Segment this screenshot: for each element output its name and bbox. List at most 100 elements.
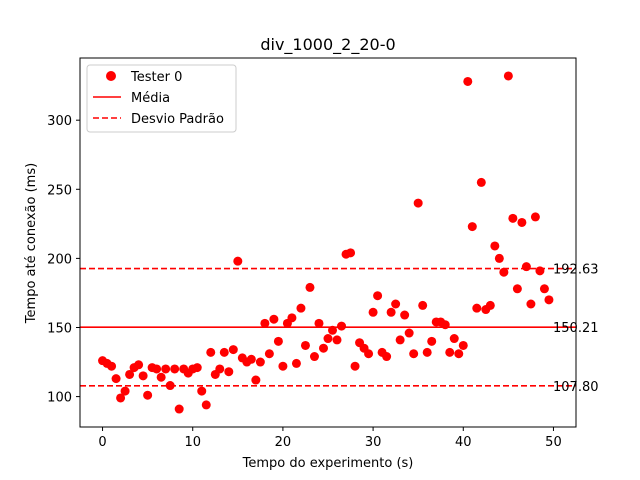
legend: Tester 0 Média Desvio Padrão [87,65,236,132]
data-point [256,358,265,367]
x-tick-label: 50 [545,435,562,450]
data-point [247,355,256,364]
data-point [387,308,396,317]
data-point [333,335,342,344]
data-point [468,222,477,231]
data-point [175,405,184,414]
data-point [337,322,346,331]
data-point [427,337,436,346]
data-point [369,308,378,317]
y-tick-label: 100 [47,391,72,406]
data-point [157,373,166,382]
data-point [486,301,495,310]
data-point [409,349,418,358]
data-point [490,241,499,250]
data-point [382,352,391,361]
data-point [260,319,269,328]
data-point [499,268,508,277]
data-point [143,391,152,400]
data-point [328,326,337,335]
data-point [405,329,414,338]
data-point [202,400,211,409]
chart-title: div_1000_2_20-0 [260,35,395,55]
data-point [391,300,400,309]
data-point [278,362,287,371]
data-point [364,349,373,358]
x-tick-label: 0 [98,435,106,450]
y-tick-label: 250 [47,183,72,198]
data-point [274,337,283,346]
x-tick-label: 40 [455,435,472,450]
data-point [319,344,328,353]
data-point [296,304,305,313]
data-point [544,295,553,304]
legend-label-mean: Média [131,91,170,106]
data-point [517,218,526,227]
data-point [229,345,238,354]
data-point [441,320,450,329]
data-point [107,362,116,371]
data-point [346,248,355,257]
x-tick-label: 10 [184,435,201,450]
data-point [233,257,242,266]
x-tick-label: 30 [365,435,382,450]
data-point [265,349,274,358]
data-point [472,304,481,313]
data-point [463,77,472,86]
data-point [540,284,549,293]
data-point [139,371,148,380]
data-point [301,341,310,350]
data-point [170,364,179,373]
data-point [400,311,409,320]
data-point [477,178,486,187]
data-point [224,367,233,376]
data-point [508,214,517,223]
data-point [197,387,206,396]
data-point [504,71,513,80]
data-point [206,348,215,357]
data-point [215,364,224,373]
data-point [522,262,531,271]
data-point [531,212,540,221]
data-point [513,284,522,293]
data-point [454,349,463,358]
data-point [112,374,121,383]
y-tick-label: 150 [47,321,72,336]
data-point [287,313,296,322]
legend-label-tester: Tester 0 [130,70,182,85]
data-point [269,315,278,324]
data-point [161,364,170,373]
y-tick-label: 300 [47,114,72,129]
x-axis-label: Tempo do experimento (s) [242,456,414,471]
data-point [251,376,260,385]
data-point [314,319,323,328]
data-point [292,359,301,368]
data-point [445,348,454,357]
data-point [495,254,504,263]
data-point [134,360,143,369]
data-point [535,266,544,275]
legend-label-stddev: Desvio Padrão [131,112,224,127]
data-point [351,362,360,371]
y-axis-label: Tempo até conexão (ms) [24,163,39,324]
data-point [310,352,319,361]
data-point [152,364,161,373]
y-tick-label: 200 [47,252,72,267]
data-point [450,334,459,343]
data-point [459,341,468,350]
data-point [166,381,175,390]
data-point [193,363,202,372]
data-point [526,300,535,309]
legend-marker-tester [106,71,116,81]
data-point [414,199,423,208]
data-point [220,348,229,357]
data-point [373,291,382,300]
x-tick-label: 20 [275,435,292,450]
data-point [121,387,130,396]
data-point [324,334,333,343]
data-point [396,335,405,344]
data-point [305,283,314,292]
data-point [423,348,432,357]
data-point [418,301,427,310]
